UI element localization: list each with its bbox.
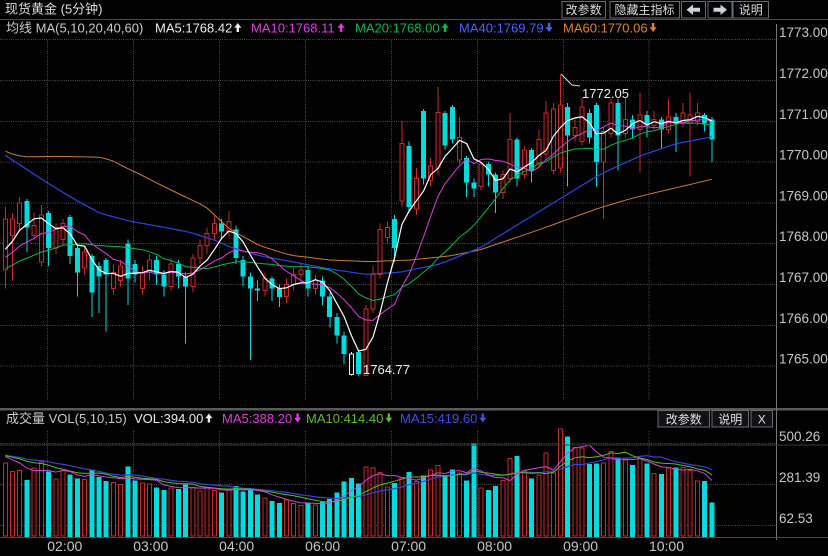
svg-text:07:00: 07:00 — [391, 538, 426, 554]
svg-text:1772.00: 1772.00 — [779, 66, 828, 81]
svg-text:1767.00: 1767.00 — [779, 270, 828, 285]
svg-text:MA15:419.60: MA15:419.60 — [400, 411, 477, 426]
svg-text:说明: 说明 — [718, 412, 742, 427]
svg-text:08:00: 08:00 — [477, 538, 512, 554]
svg-text:MA40:1769.79: MA40:1769.79 — [459, 21, 544, 36]
svg-text:改参数: 改参数 — [566, 2, 602, 17]
svg-text:MA60:1770.06: MA60:1770.06 — [563, 21, 648, 36]
svg-text:1770.00: 1770.00 — [779, 148, 828, 163]
svg-text:281.39: 281.39 — [779, 470, 820, 485]
svg-text:1766.00: 1766.00 — [779, 311, 828, 326]
svg-text:均线 MA(5,10,20,40,60): 均线 MA(5,10,20,40,60) — [6, 21, 143, 36]
svg-text:1771.00: 1771.00 — [779, 107, 828, 122]
svg-text:02:00: 02:00 — [47, 538, 82, 554]
svg-text:62.53: 62.53 — [779, 511, 813, 526]
svg-text:现货黄金 (5分钟): 现货黄金 (5分钟) — [5, 2, 103, 17]
svg-text:09:00: 09:00 — [563, 538, 598, 554]
svg-text:VOL:394.00: VOL:394.00 — [134, 411, 203, 426]
svg-text:1773.00: 1773.00 — [779, 25, 828, 40]
svg-text:MA5:388.20: MA5:388.20 — [222, 411, 292, 426]
svg-text:MA5:1768.42: MA5:1768.42 — [155, 21, 232, 36]
svg-text:改参数: 改参数 — [666, 412, 702, 427]
svg-text:06:00: 06:00 — [305, 538, 340, 554]
svg-text:X: X — [758, 413, 766, 427]
svg-text:成交量 VOL(5,10,15): 成交量 VOL(5,10,15) — [6, 411, 127, 426]
svg-text:04:00: 04:00 — [219, 538, 254, 554]
svg-text:500.26: 500.26 — [779, 429, 820, 444]
svg-text:1768.00: 1768.00 — [779, 229, 828, 244]
svg-text:1765.00: 1765.00 — [779, 352, 828, 367]
svg-text:说明: 说明 — [739, 2, 763, 17]
svg-text:1772.05: 1772.05 — [582, 86, 629, 101]
svg-text:1769.00: 1769.00 — [779, 188, 828, 203]
svg-text:隐藏主指标: 隐藏主指标 — [614, 2, 674, 17]
svg-text:1764.77: 1764.77 — [363, 362, 410, 377]
svg-text:10:00: 10:00 — [649, 538, 684, 554]
svg-text:MA10:414.40: MA10:414.40 — [306, 411, 383, 426]
svg-text:MA20:1768.00: MA20:1768.00 — [355, 21, 440, 36]
svg-text:MA10:1768.11: MA10:1768.11 — [251, 21, 335, 36]
svg-text:03:00: 03:00 — [133, 538, 168, 554]
